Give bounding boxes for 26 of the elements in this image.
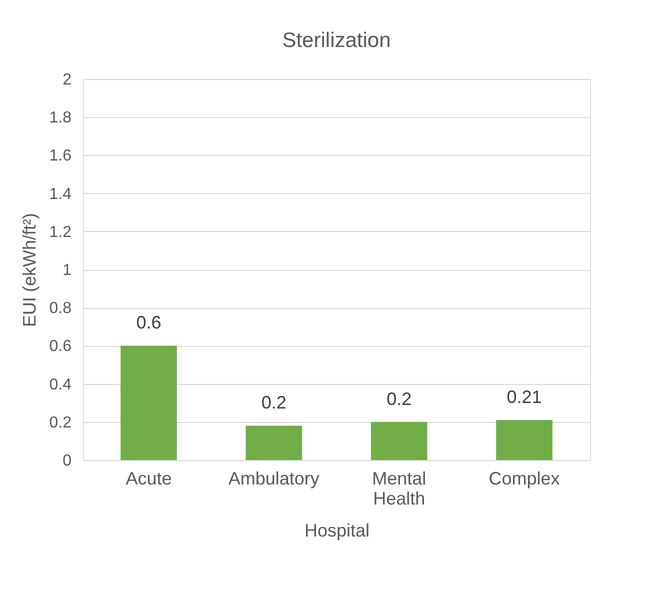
- y-tick-label: 1: [62, 262, 72, 279]
- y-tick-label: 0.6: [49, 338, 72, 356]
- x-tick-label: Ambulatory: [228, 468, 320, 488]
- x-tick-label: Mental Health: [372, 468, 426, 508]
- y-tick-label: 1.4: [49, 186, 72, 203]
- y-tick-label: 1.6: [49, 148, 72, 165]
- data-label: 0.2: [386, 388, 412, 409]
- x-tick-label: Acute: [126, 468, 172, 488]
- chart-title: Sterilization: [282, 29, 391, 52]
- y-tick-label: 0.8: [49, 300, 72, 318]
- x-axis-title: Hospital: [304, 520, 370, 540]
- bar: [246, 426, 302, 460]
- bar: [370, 422, 428, 460]
- y-tick-label: 0: [62, 452, 72, 470]
- y-tick-label: 0.2: [49, 414, 72, 432]
- data-label: 0.2: [261, 392, 286, 413]
- y-tick-label: 1.2: [49, 224, 72, 241]
- y-tick-label: 2: [62, 72, 72, 88]
- data-label: 0.6: [136, 312, 162, 333]
- bar: [496, 420, 552, 460]
- x-tick-label: Complex: [488, 468, 560, 488]
- y-tick-label: 1.8: [49, 110, 72, 127]
- y-tick-label: 0.4: [49, 376, 72, 394]
- bar: [120, 346, 177, 460]
- y-axis-title: EUI (ekWh/ft²): [19, 212, 40, 328]
- data-label: 0.21: [506, 386, 542, 407]
